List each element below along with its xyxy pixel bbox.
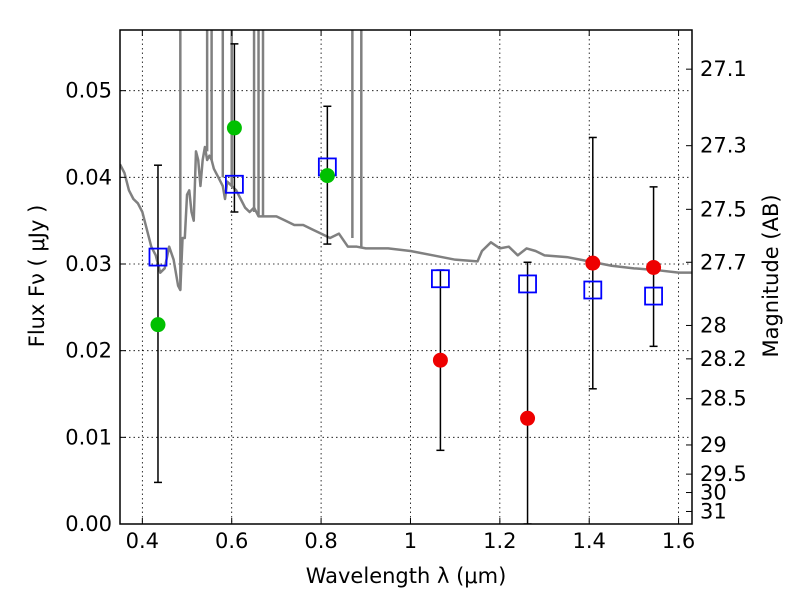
x-tick-label: 0.8	[304, 529, 337, 553]
y2-tick-label: 28.5	[700, 387, 747, 411]
x-tick-label: 1.4	[573, 529, 606, 553]
y2-tick-label: 27.1	[700, 57, 747, 81]
y2-tick-label: 28	[700, 313, 727, 337]
y-tick-label: 0.00	[65, 512, 112, 536]
y2-tick-label: 27.3	[700, 134, 747, 158]
x-tick-label: 0.4	[126, 529, 159, 553]
model-photometry-square	[224, 174, 244, 194]
model-photometry-square	[431, 269, 450, 289]
y2-tick-label: 28.2	[700, 347, 747, 371]
y-tick-label: 0.03	[65, 252, 112, 276]
model-photometry-square	[644, 286, 663, 306]
y-tick-label: 0.02	[65, 339, 112, 363]
model-photometry-square	[148, 247, 168, 267]
detection-point	[319, 168, 335, 184]
upper-limit-point	[432, 352, 448, 368]
y2-tick-label: 27.7	[700, 250, 747, 274]
axis-ticks: 0.4 0.6 0.8 1 1.2 1.4 1.6 0.00 0.01 0.02 0.03 0.04 0…	[65, 30, 747, 553]
model-photometry-square	[518, 274, 537, 294]
x-tick-label: 1.2	[483, 529, 516, 553]
y2-tick-label: 27.5	[700, 197, 747, 221]
y-tick-label: 0.04	[65, 165, 112, 189]
y2-tick-label: 29	[700, 433, 727, 457]
upper-limit-point	[585, 255, 601, 271]
y2-tick-label: 29.5	[700, 462, 747, 486]
x-tick-label: 1.6	[662, 529, 695, 553]
detection-point	[150, 317, 166, 333]
x-tick-label: 1	[404, 529, 417, 553]
model-sed-line	[120, 145, 692, 292]
plot-frame	[119, 29, 693, 525]
model-photometry-square	[583, 280, 603, 300]
gridlines	[120, 30, 692, 525]
y2-tick-label: 31	[700, 499, 727, 523]
y-tick-label: 0.05	[65, 79, 112, 103]
plot-area	[120, 30, 692, 524]
upper-limit-point	[646, 259, 662, 275]
x-tick-label: 0.6	[215, 529, 248, 553]
detection-point	[226, 120, 242, 136]
y2-tick-label: 30	[700, 481, 727, 505]
x-axis-label: Wavelength λ (μm)	[306, 564, 507, 588]
upper-limit-point	[520, 410, 536, 426]
y-axis-label: Flux Fν ( μJy )	[25, 205, 49, 348]
y-tick-label: 0.01	[65, 425, 112, 449]
y2-axis-label: Magnitude (AB)	[759, 194, 783, 357]
